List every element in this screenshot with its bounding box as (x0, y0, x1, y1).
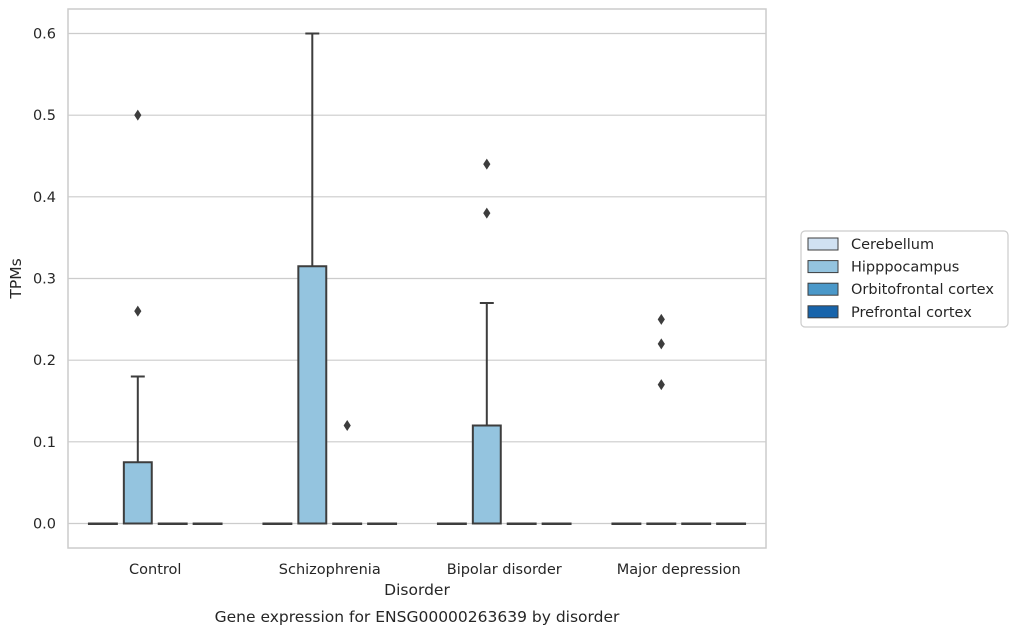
plot-area-frame (67, 8, 767, 549)
box-group (262, 32, 398, 525)
box-groups (87, 32, 747, 525)
legend-swatch (807, 282, 839, 296)
legend-label: Hipppocampus (851, 260, 959, 276)
x-tick-label: Control (129, 562, 181, 578)
legend-frame (800, 230, 1009, 328)
outlier-point (134, 305, 142, 317)
y-tick-label: 0.4 (33, 190, 56, 206)
y-tick-label: 0.5 (33, 108, 56, 124)
legend-swatch (807, 260, 839, 274)
y-tick-label: 0.0 (33, 517, 56, 533)
y-tick-label: 0.2 (33, 353, 56, 369)
box (471, 424, 502, 525)
y-axis-ticks: 0.0 0.1 0.2 0.3 0.4 0.5 0.6 (33, 27, 56, 533)
box-group (87, 109, 223, 525)
legend-label: Cerebellum (851, 237, 934, 253)
box (297, 265, 328, 525)
outlier-point (483, 158, 491, 170)
outlier-point (134, 109, 142, 121)
outlier-point (343, 420, 351, 431)
x-tick-label: Major depression (617, 562, 741, 578)
legend: Cerebellum Hipppocampus Orbitofrontal cort… (800, 230, 1009, 328)
y-tick-label: 0.6 (33, 27, 56, 43)
box (122, 461, 153, 525)
x-tick-label: Bipolar disorder (447, 562, 562, 578)
box-group (436, 158, 572, 525)
x-axis-ticks: Control Schizophrenia Bipolar disorder Majo… (129, 562, 741, 578)
legend-swatch (807, 305, 839, 319)
outlier-point (657, 313, 665, 325)
legend-swatch (807, 237, 839, 251)
y-tick-label: 0.1 (33, 435, 56, 451)
legend-label: Prefrontal cortex (851, 305, 972, 321)
legend-label: Orbitofrontal cortex (851, 282, 994, 298)
y-axis-title: TPMs (7, 258, 25, 299)
box-group (611, 313, 747, 525)
chart-caption: Gene expression for ENSG00000263639 by d… (215, 608, 620, 626)
outlier-point (657, 338, 665, 350)
x-tick-label: Schizophrenia (279, 562, 381, 578)
outlier-point (483, 207, 491, 219)
x-axis-title: Disorder (384, 581, 450, 599)
outlier-point (657, 379, 665, 391)
y-tick-label: 0.3 (33, 272, 56, 288)
